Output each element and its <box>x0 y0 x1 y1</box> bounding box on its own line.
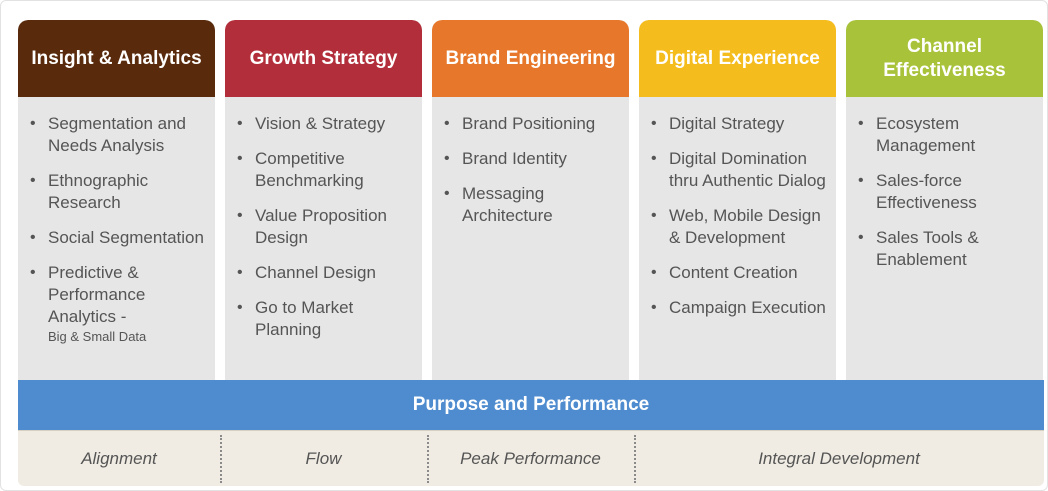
list-item: Go to Market Planning <box>237 297 412 341</box>
list-item: Campaign Execution <box>651 297 826 319</box>
item-text: Content Creation <box>669 263 798 282</box>
list-item: Ecosystem Management <box>858 113 1033 157</box>
list-item: Sales Tools & Enablement <box>858 227 1033 271</box>
column-header: Digital Experience <box>639 20 836 97</box>
footer-label: Peak Performance <box>460 449 601 468</box>
column-digital-experience: Digital Experience Digital Strategy Digi… <box>639 20 836 380</box>
list-item: Digital Domination thru Authentic Dialog <box>651 148 826 192</box>
list-item: Messaging Architecture <box>444 183 619 227</box>
item-text: Digital Strategy <box>669 114 785 133</box>
item-text: Vision & Strategy <box>255 114 386 133</box>
column-header: Insight & Analytics <box>18 20 215 97</box>
footer-cell-flow: Flow <box>220 431 427 487</box>
list-item: Segmentation and Needs Analysis <box>30 113 205 157</box>
column-title: Digital Experience <box>655 47 820 69</box>
item-text: Messaging Architecture <box>462 184 553 225</box>
item-text: Web, Mobile Design & Development <box>669 206 821 247</box>
item-text: Campaign Execution <box>669 298 826 317</box>
list-item: Digital Strategy <box>651 113 826 135</box>
band-title: Purpose and Performance <box>412 394 650 415</box>
footer-cell-integral-development: Integral Development <box>634 431 1044 487</box>
column-title: Growth Strategy <box>249 47 398 69</box>
list-item: Value Proposition Design <box>237 205 412 249</box>
list-item: Content Creation <box>651 262 826 284</box>
item-text: Go to Market Planning <box>255 298 354 339</box>
column-growth-strategy: Growth Strategy Vision & Strategy Compet… <box>225 20 422 380</box>
list-item: Brand Positioning <box>444 113 619 135</box>
footer-divider <box>220 435 222 483</box>
item-text: Brand Positioning <box>462 114 596 133</box>
column-header: Growth Strategy <box>225 20 422 97</box>
column-body: Brand Positioning Brand Identity Messagi… <box>432 97 629 227</box>
item-list: Ecosystem Management Sales-force Effecti… <box>858 113 1033 271</box>
column-header: Channel Effectiveness <box>846 20 1043 97</box>
column-insight-analytics: Insight & Analytics Segmentation and Nee… <box>18 20 215 380</box>
list-item: Sales-force Effectiveness <box>858 170 1033 214</box>
item-subtext: Big & Small Data <box>48 329 147 344</box>
footer-label: Integral Development <box>758 449 920 468</box>
footer-divider <box>427 435 429 483</box>
item-list: Brand Positioning Brand Identity Messagi… <box>444 113 619 227</box>
footer-label: Alignment <box>81 449 157 468</box>
item-list: Vision & Strategy Competitive Benchmarki… <box>237 113 412 341</box>
list-item: Ethnographic Research <box>30 170 205 214</box>
column-title: Channel Effectiveness <box>883 35 1006 81</box>
item-text: Predictive & Performance Analytics - <box>48 263 146 326</box>
item-text: Digital Domination thru Authentic Dialog <box>669 149 826 190</box>
item-list: Segmentation and Needs Analysis Ethnogra… <box>30 113 205 345</box>
list-item: Vision & Strategy <box>237 113 412 135</box>
item-text: Competitive Benchmarking <box>255 149 364 190</box>
list-item: Social Segmentation <box>30 227 205 249</box>
column-header: Brand Engineering <box>432 20 629 97</box>
column-title: Brand Engineering <box>445 47 616 69</box>
column-body: Ecosystem Management Sales-force Effecti… <box>846 97 1043 271</box>
footer-divider <box>634 435 636 483</box>
item-text: Channel Design <box>255 263 376 282</box>
column-body: Vision & Strategy Competitive Benchmarki… <box>225 97 422 341</box>
item-text: Sales Tools & Enablement <box>876 228 979 269</box>
column-body: Digital Strategy Digital Domination thru… <box>639 97 836 319</box>
list-item: Competitive Benchmarking <box>237 148 412 192</box>
item-text: Social Segmentation <box>48 228 204 247</box>
footer-label: Flow <box>305 449 342 468</box>
item-text: Brand Identity <box>462 149 567 168</box>
footer-cell-peak-performance: Peak Performance <box>427 431 634 487</box>
item-text: Segmentation and Needs Analysis <box>48 114 186 155</box>
item-text: Ecosystem Management <box>876 114 976 155</box>
footer-cell-alignment: Alignment <box>18 431 220 487</box>
principles-footer: Alignment Flow Peak Performance Integral… <box>18 430 1044 486</box>
list-item: Predictive & Performance Analytics - Big … <box>30 262 205 345</box>
column-brand-engineering: Brand Engineering Brand Positioning Bran… <box>432 20 629 380</box>
column-title: Insight & Analytics <box>31 47 202 69</box>
service-columns: Insight & Analytics Segmentation and Nee… <box>18 20 1044 380</box>
item-list: Digital Strategy Digital Domination thru… <box>651 113 826 319</box>
list-item: Brand Identity <box>444 148 619 170</box>
purpose-performance-band: Purpose and Performance <box>18 380 1044 430</box>
item-text: Sales-force Effectiveness <box>876 171 977 212</box>
column-channel-effectiveness: Channel Effectiveness Ecosystem Manageme… <box>846 20 1043 380</box>
item-text: Ethnographic Research <box>48 171 149 212</box>
list-item: Channel Design <box>237 262 412 284</box>
list-item: Web, Mobile Design & Development <box>651 205 826 249</box>
column-body: Segmentation and Needs Analysis Ethnogra… <box>18 97 215 345</box>
item-text: Value Proposition Design <box>255 206 387 247</box>
